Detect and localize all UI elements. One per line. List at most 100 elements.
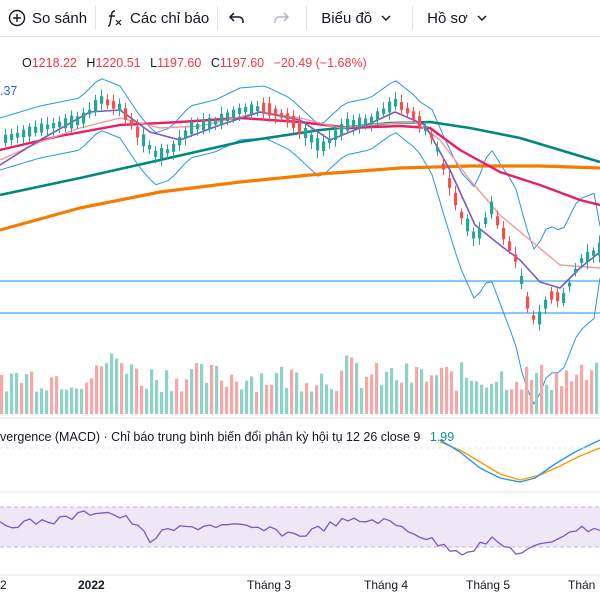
- volume-bar: [65, 389, 69, 414]
- candle-body: [82, 112, 86, 124]
- time-axis[interactable]: 2 2022 Tháng 3 Tháng 4 Tháng 5 Thán: [0, 578, 600, 600]
- chart-type-dropdown[interactable]: Biểu đồ: [307, 0, 412, 36]
- volume-bar: [145, 388, 149, 414]
- candle-body: [454, 192, 458, 206]
- volume-bar: [415, 367, 419, 414]
- time-label: Tháng 3: [247, 578, 292, 592]
- volume-bar: [175, 378, 179, 414]
- candle-body: [418, 116, 422, 127]
- volume-bar: [55, 376, 59, 414]
- volume-bar: [375, 362, 379, 414]
- volume-bar: [565, 370, 569, 414]
- compare-button[interactable]: So sánh: [0, 0, 95, 36]
- candle-body: [532, 315, 536, 320]
- price-chart[interactable]: [0, 36, 600, 578]
- candle-body: [214, 119, 218, 125]
- redo-button[interactable]: [262, 0, 306, 36]
- candle-body: [46, 124, 50, 130]
- candle-body: [574, 268, 578, 274]
- volume-bar: [25, 374, 29, 414]
- volume-bar: [570, 381, 574, 414]
- candle-body: [550, 291, 554, 300]
- volume-bar: [545, 384, 549, 414]
- volume-bar: [325, 384, 329, 414]
- volume-bar: [310, 391, 314, 414]
- volume-bar: [360, 388, 364, 414]
- undo-button[interactable]: [218, 0, 262, 36]
- volume-bar: [470, 380, 474, 414]
- macd-line: [439, 439, 600, 483]
- volume-bar: [450, 371, 454, 414]
- candle-body: [388, 101, 392, 113]
- candle-body: [328, 138, 332, 143]
- volume-bar: [85, 382, 89, 414]
- volume-bar: [440, 367, 444, 414]
- volume-bar: [305, 383, 309, 414]
- candle-body: [40, 123, 44, 133]
- volume-bar: [555, 372, 559, 414]
- indicators-button[interactable]: Các chỉ báo: [96, 0, 217, 36]
- volume-bar: [185, 379, 189, 414]
- volume-bar: [275, 372, 279, 414]
- close-key: C: [210, 56, 220, 70]
- candle-body: [370, 116, 374, 124]
- candle-body: [286, 113, 290, 123]
- volume-bar: [200, 364, 204, 414]
- candle-body: [136, 126, 140, 138]
- candle-body: [232, 109, 236, 119]
- candle-body: [514, 254, 518, 262]
- volume-bar: [400, 382, 404, 414]
- volume-bar: [155, 380, 159, 414]
- candle-body: [190, 121, 194, 135]
- macd-value: 1.99: [429, 430, 455, 444]
- volume-bar: [550, 390, 554, 414]
- candle-body: [334, 130, 338, 141]
- volume-bar: [140, 385, 144, 414]
- macd-legend: vergence (MACD) · Chỉ báo trung bình biế…: [0, 430, 454, 444]
- candle-body: [430, 133, 434, 138]
- open-key: O: [22, 56, 32, 70]
- profile-dropdown[interactable]: Hồ sơ: [413, 0, 508, 36]
- redo-icon: [274, 12, 290, 23]
- candle-body: [250, 104, 254, 115]
- volume-bar: [235, 381, 239, 414]
- volume-bar: [180, 391, 184, 414]
- candle-body: [484, 217, 488, 225]
- candle-body: [34, 126, 38, 133]
- volume-bar: [120, 363, 124, 414]
- candle-body: [580, 258, 584, 264]
- volume-bar: [195, 363, 199, 414]
- candle-body: [508, 241, 512, 251]
- candle-body: [154, 150, 158, 157]
- volume-bar: [405, 363, 409, 414]
- function-icon: [108, 10, 122, 27]
- candle-body: [238, 107, 242, 114]
- candle-body: [274, 108, 278, 116]
- candle-body: [556, 292, 560, 302]
- volume-bar: [320, 373, 324, 414]
- candle-body: [364, 118, 368, 124]
- candle-body: [460, 212, 464, 218]
- toolbar-divider: [95, 6, 97, 30]
- volume-bar: [225, 386, 229, 414]
- volume-bar: [280, 366, 284, 414]
- volume-bar: [5, 391, 9, 414]
- candle-body: [412, 111, 416, 120]
- volume-bar: [45, 390, 49, 414]
- volume-bar: [70, 387, 74, 414]
- high-value: 1220.51: [95, 56, 141, 70]
- candle-body: [88, 109, 92, 115]
- volume-bar: [455, 390, 459, 414]
- volume-bar: [290, 369, 294, 414]
- candle-body: [148, 144, 152, 150]
- volume-bar: [530, 379, 534, 414]
- rsi-line: [0, 510, 600, 556]
- volume-bar: [580, 364, 584, 414]
- volume-bar: [500, 371, 504, 414]
- volume-bar: [0, 374, 4, 414]
- candle-body: [304, 128, 308, 139]
- chart-toolbar: So sánh Các chỉ báo Biểu đồ Hồ sơ: [0, 0, 600, 37]
- time-label: Tháng 5: [466, 578, 511, 592]
- volume-bar: [330, 389, 334, 414]
- candle-body: [166, 149, 170, 154]
